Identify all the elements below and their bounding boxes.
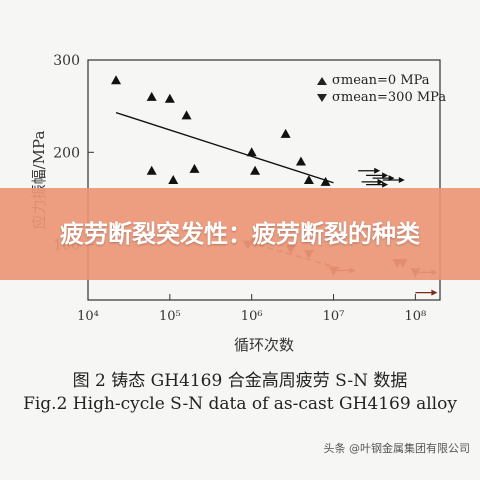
sn-chart: 10⁴10⁵10⁶10⁷10⁸100200300 应力振幅/MPa 循环次数 σ… <box>30 53 446 354</box>
runout-arrowhead <box>382 172 389 179</box>
data-point-0mpa <box>168 175 179 184</box>
data-point-0mpa <box>111 75 122 85</box>
runout-arrowhead <box>377 178 384 185</box>
y-tick-label: 300 <box>53 53 80 69</box>
banner-text: 疲劳断裂突发性：疲劳断裂的种类 <box>60 220 420 248</box>
data-point-0mpa <box>320 176 331 186</box>
title-banner: 疲劳断裂突发性：疲劳断裂的种类 <box>0 188 480 280</box>
data-point-0mpa <box>246 147 257 157</box>
runout-arrowhead <box>398 177 405 183</box>
y-tick-label: 200 <box>53 145 80 161</box>
fit-line-0mpa <box>115 111 334 184</box>
data-point-0mpa <box>295 156 306 166</box>
data-point-0mpa <box>181 110 192 120</box>
runout-arrowhead <box>382 181 389 188</box>
runout-arrowhead <box>431 289 438 296</box>
legend-marker-triangle-down <box>317 94 327 102</box>
legend-item-300mpa: σmean=300 MPa <box>332 90 446 105</box>
legend: σmean=0 MPa σmean=300 MPa <box>317 73 446 105</box>
x-tick-label: 10⁶ <box>241 309 263 324</box>
data-point-0mpa <box>146 165 157 175</box>
data-point-0mpa <box>164 93 175 103</box>
x-axis-label: 循环次数 <box>234 336 294 354</box>
caption-english: Fig.2 High-cycle S-N data of as-cast GH4… <box>23 394 457 414</box>
data-point-0mpa <box>280 128 291 138</box>
data-point-0mpa <box>250 165 261 175</box>
data-point-0mpa <box>146 91 157 101</box>
legend-item-0mpa: σmean=0 MPa <box>332 73 430 88</box>
data-point-0mpa <box>303 175 314 184</box>
watermark: 头条 @叶钢金属集团有限公司 <box>323 442 471 455</box>
runout-arrowhead <box>374 167 381 174</box>
plot-frame <box>87 59 441 301</box>
data-point-0mpa <box>189 163 200 173</box>
x-tick-label: 10⁴ <box>77 309 99 324</box>
x-tick-label: 10⁸ <box>404 309 426 324</box>
caption-chinese: 图 2 铸态 GH4169 合金高周疲劳 S-N 数据 <box>72 371 408 391</box>
legend-marker-triangle-up <box>317 77 327 85</box>
x-tick-label: 10⁷ <box>323 309 345 324</box>
x-tick-label: 10⁵ <box>159 309 181 324</box>
